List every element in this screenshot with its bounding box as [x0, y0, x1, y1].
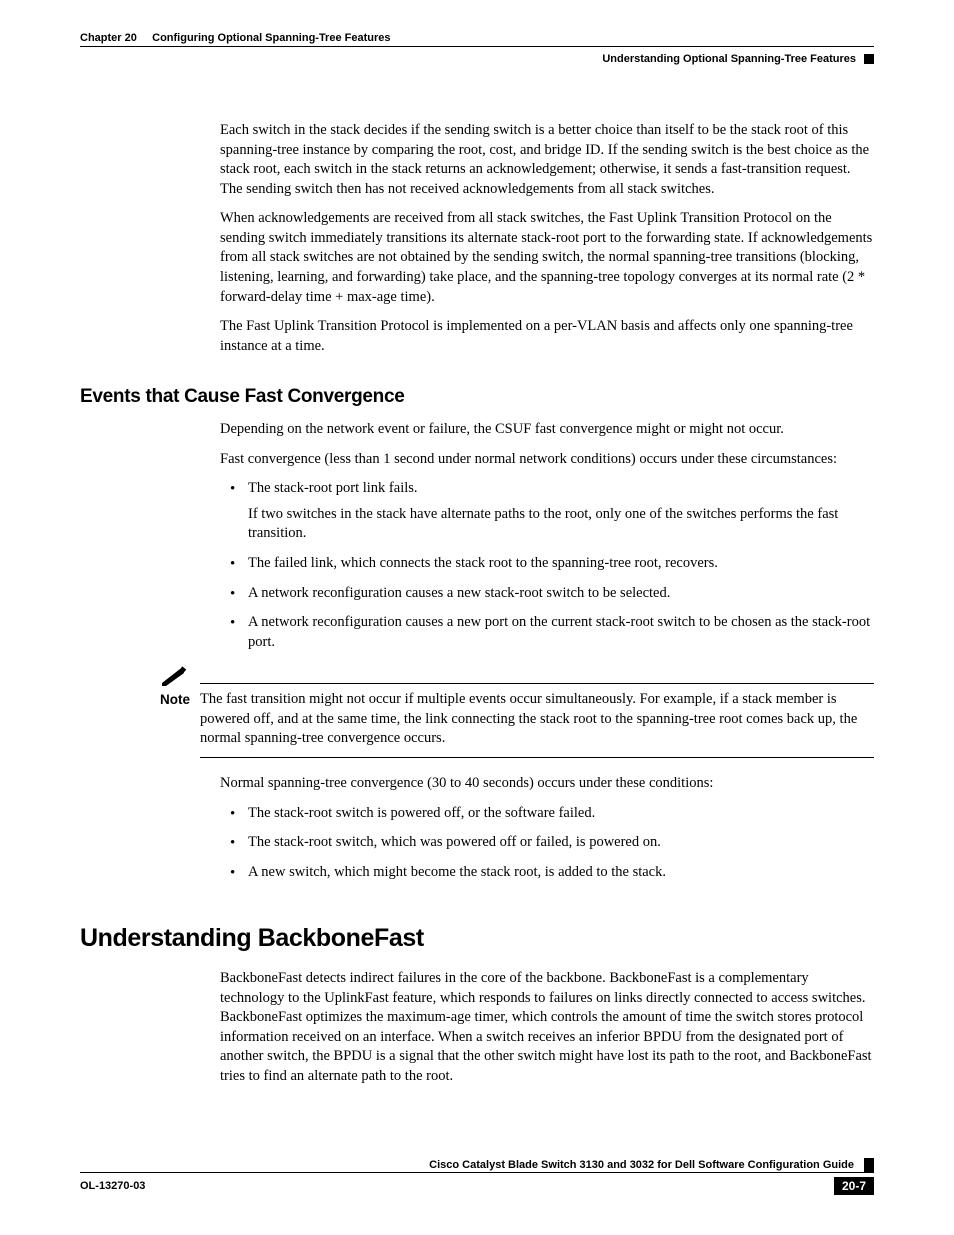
- list-item-text: The stack-root port link fails.: [248, 480, 418, 496]
- list-item: The stack-root switch is powered off, or…: [220, 804, 874, 824]
- footer-doc-id: OL-13270-03: [80, 1180, 145, 1192]
- note-pencil-icon: [160, 666, 200, 686]
- paragraph: Fast convergence (less than 1 second und…: [220, 450, 874, 470]
- header-section: Understanding Optional Spanning-Tree Fea…: [602, 53, 856, 65]
- list-item: The stack-root port link fails. If two s…: [220, 479, 874, 544]
- footer-marker-icon: [864, 1158, 874, 1172]
- list-item: A network reconfiguration causes a new s…: [220, 584, 874, 604]
- page-body: Each switch in the stack decides if the …: [80, 121, 874, 1087]
- paragraph: When acknowledgements are received from …: [220, 209, 874, 307]
- page-number-badge: 20-7: [834, 1177, 874, 1195]
- chapter-title: Configuring Optional Spanning-Tree Featu…: [152, 32, 390, 44]
- page-header: Chapter 20 Configuring Optional Spanning…: [80, 32, 874, 65]
- chapter-label: Chapter 20: [80, 32, 137, 44]
- page-footer: Cisco Catalyst Blade Switch 3130 and 303…: [80, 1158, 874, 1195]
- list-item: The failed link, which connects the stac…: [220, 554, 874, 574]
- note-text: The fast transition might not occur if m…: [200, 690, 874, 749]
- heading-events: Events that Cause Fast Convergence: [80, 386, 874, 408]
- note-block: Note The fast transition might not occur…: [160, 666, 874, 758]
- footer-guide-title: Cisco Catalyst Blade Switch 3130 and 303…: [80, 1159, 864, 1171]
- list-item-subtext: If two switches in the stack have altern…: [248, 505, 874, 544]
- paragraph: The Fast Uplink Transition Protocol is i…: [220, 317, 874, 356]
- document-page: Chapter 20 Configuring Optional Spanning…: [0, 0, 954, 1235]
- list-item: A new switch, which might become the sta…: [220, 863, 874, 883]
- list-item: A network reconfiguration causes a new p…: [220, 613, 874, 652]
- paragraph: Each switch in the stack decides if the …: [220, 121, 874, 199]
- heading-backbonefast: Understanding BackboneFast: [80, 924, 874, 953]
- header-marker-icon: [864, 54, 874, 64]
- note-label: Note: [160, 690, 200, 749]
- list-item: The stack-root switch, which was powered…: [220, 833, 874, 853]
- paragraph: Normal spanning-tree convergence (30 to …: [220, 774, 874, 794]
- paragraph: BackboneFast detects indirect failures i…: [220, 969, 874, 1086]
- normal-convergence-list: The stack-root switch is powered off, or…: [220, 804, 874, 883]
- fast-convergence-list: The stack-root port link fails. If two s…: [220, 479, 874, 652]
- header-left: Chapter 20 Configuring Optional Spanning…: [80, 32, 390, 44]
- paragraph: Depending on the network event or failur…: [220, 420, 874, 440]
